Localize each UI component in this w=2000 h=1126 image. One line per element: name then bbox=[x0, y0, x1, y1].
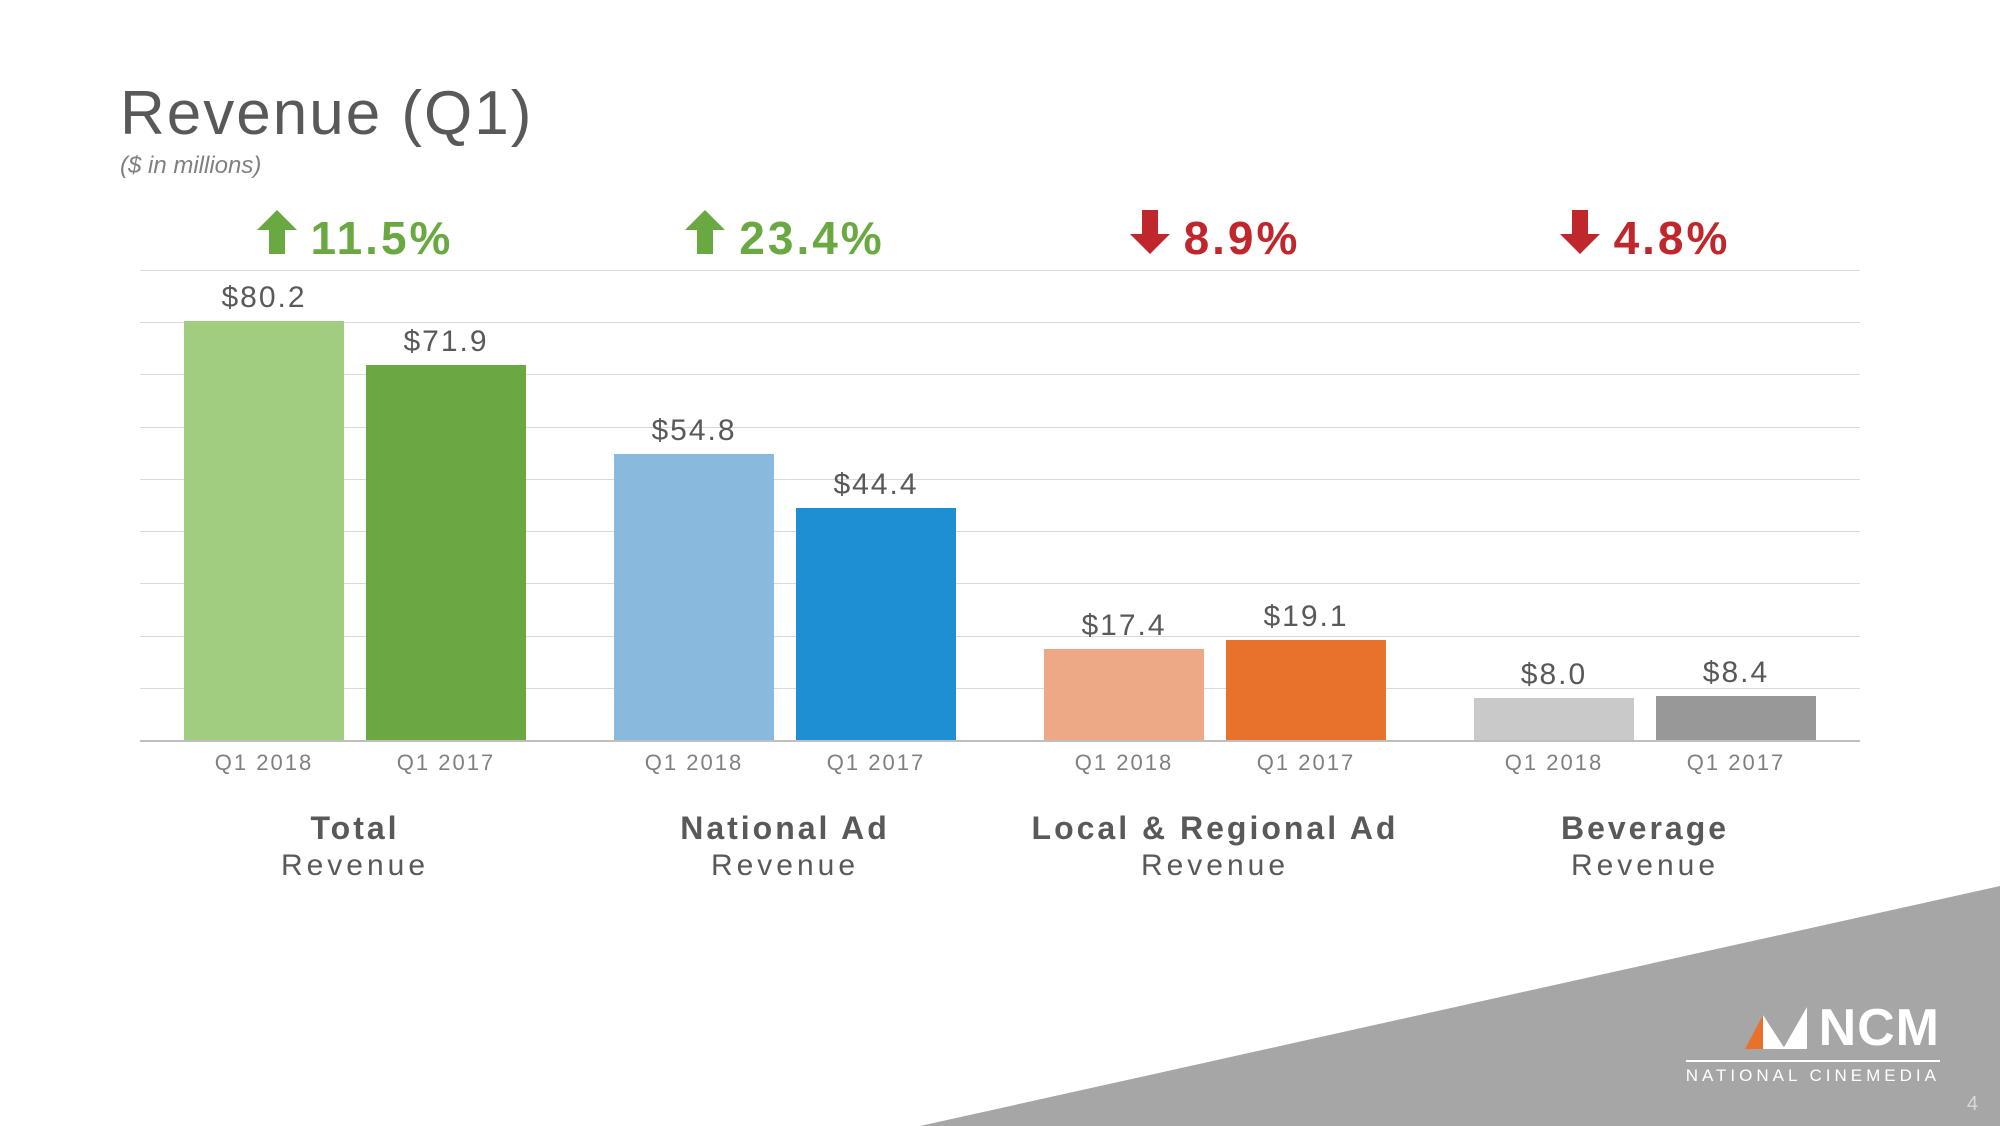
slide-subtitle: ($ in millions) bbox=[120, 152, 261, 180]
change-indicator: 23.4% bbox=[570, 210, 1000, 265]
x-labels: Q1 2018 Q1 2017 bbox=[140, 750, 570, 776]
x-axis-label: Q1 2018 bbox=[1044, 750, 1204, 776]
slide: Revenue (Q1) ($ in millions) 11.5%$80.2$… bbox=[0, 0, 2000, 1126]
chart-group: 11.5%$80.2$71.9Q1 2018Q1 2017TotalRevenu… bbox=[140, 270, 570, 740]
x-labels: Q1 2018 Q1 2017 bbox=[570, 750, 1000, 776]
bar-value-label: $80.2 bbox=[221, 281, 306, 315]
change-indicator: 4.8% bbox=[1430, 210, 1860, 265]
bar-wrap: $71.9 bbox=[366, 325, 526, 740]
chart-groups: 11.5%$80.2$71.9Q1 2018Q1 2017TotalRevenu… bbox=[140, 270, 1860, 740]
category-label: National AdRevenue bbox=[570, 810, 1000, 883]
footer-logo: NCM NATIONAL CINEMEDIA bbox=[1686, 998, 1940, 1086]
bar-wrap: $8.0 bbox=[1474, 658, 1634, 740]
bar bbox=[1474, 698, 1634, 740]
bar bbox=[366, 365, 526, 740]
bar-wrap: $44.4 bbox=[796, 468, 956, 740]
change-indicator: 11.5% bbox=[140, 210, 570, 265]
bar bbox=[1656, 696, 1816, 740]
bar bbox=[1226, 640, 1386, 740]
category-label: TotalRevenue bbox=[140, 810, 570, 883]
bar bbox=[184, 321, 344, 740]
category-title: Beverage bbox=[1430, 810, 1860, 847]
x-axis-label: Q1 2017 bbox=[1226, 750, 1386, 776]
logo-subtext: NATIONAL CINEMEDIA bbox=[1686, 1060, 1940, 1086]
category-label: Local & Regional AdRevenue bbox=[1000, 810, 1430, 883]
arrow-down-icon bbox=[1130, 210, 1170, 265]
chart-group: 8.9%$17.4$19.1Q1 2018Q1 2017Local & Regi… bbox=[1000, 270, 1430, 740]
category-title: National Ad bbox=[570, 810, 1000, 847]
bar-pair: $17.4 $19.1 bbox=[1000, 270, 1430, 740]
change-value: 11.5% bbox=[311, 211, 454, 265]
bar-value-label: $71.9 bbox=[403, 325, 488, 359]
x-axis-label: Q1 2017 bbox=[1656, 750, 1816, 776]
chart-group: 4.8%$8.0$8.4Q1 2018Q1 2017BeverageRevenu… bbox=[1430, 270, 1860, 740]
x-axis-label: Q1 2018 bbox=[184, 750, 344, 776]
slide-title: Revenue (Q1) bbox=[120, 78, 533, 149]
bar-wrap: $54.8 bbox=[614, 414, 774, 740]
bar-wrap: $17.4 bbox=[1044, 609, 1204, 740]
bar-pair: $80.2 $71.9 bbox=[140, 270, 570, 740]
x-axis-label: Q1 2018 bbox=[614, 750, 774, 776]
category-subtitle: Revenue bbox=[140, 849, 570, 883]
gridline bbox=[140, 740, 1860, 742]
x-labels: Q1 2018 Q1 2017 bbox=[1430, 750, 1860, 776]
change-value: 8.9% bbox=[1184, 211, 1301, 265]
category-label: BeverageRevenue bbox=[1430, 810, 1860, 883]
logo-text: NCM bbox=[1819, 998, 1940, 1058]
category-title: Local & Regional Ad bbox=[1000, 810, 1430, 847]
x-axis-label: Q1 2017 bbox=[796, 750, 956, 776]
arrow-up-icon bbox=[257, 210, 297, 265]
x-axis-label: Q1 2018 bbox=[1474, 750, 1634, 776]
bar-value-label: $44.4 bbox=[833, 468, 918, 502]
page-number: 4 bbox=[1967, 1093, 1978, 1116]
x-labels: Q1 2018 Q1 2017 bbox=[1000, 750, 1430, 776]
bar-value-label: $54.8 bbox=[651, 414, 736, 448]
x-axis-label: Q1 2017 bbox=[366, 750, 526, 776]
bar bbox=[796, 508, 956, 740]
bar-value-label: $19.1 bbox=[1263, 600, 1348, 634]
arrow-up-icon bbox=[685, 210, 725, 265]
logo-mark-icon bbox=[1745, 1007, 1807, 1049]
bar-pair: $8.0 $8.4 bbox=[1430, 270, 1860, 740]
revenue-chart: 11.5%$80.2$71.9Q1 2018Q1 2017TotalRevenu… bbox=[140, 270, 1860, 740]
change-indicator: 8.9% bbox=[1000, 210, 1430, 265]
change-value: 4.8% bbox=[1614, 211, 1731, 265]
bar-pair: $54.8 $44.4 bbox=[570, 270, 1000, 740]
category-subtitle: Revenue bbox=[1000, 849, 1430, 883]
bar-wrap: $19.1 bbox=[1226, 600, 1386, 740]
bar-value-label: $8.0 bbox=[1521, 658, 1587, 692]
bar-value-label: $8.4 bbox=[1703, 656, 1769, 690]
category-subtitle: Revenue bbox=[570, 849, 1000, 883]
bar-wrap: $8.4 bbox=[1656, 656, 1816, 740]
change-value: 23.4% bbox=[739, 211, 884, 265]
category-title: Total bbox=[140, 810, 570, 847]
bar-value-label: $17.4 bbox=[1081, 609, 1166, 643]
logo-row: NCM bbox=[1686, 998, 1940, 1058]
category-subtitle: Revenue bbox=[1430, 849, 1860, 883]
bar bbox=[1044, 649, 1204, 740]
bar-wrap: $80.2 bbox=[184, 281, 344, 740]
arrow-down-icon bbox=[1560, 210, 1600, 265]
chart-group: 23.4%$54.8$44.4Q1 2018Q1 2017National Ad… bbox=[570, 270, 1000, 740]
bar bbox=[614, 454, 774, 740]
